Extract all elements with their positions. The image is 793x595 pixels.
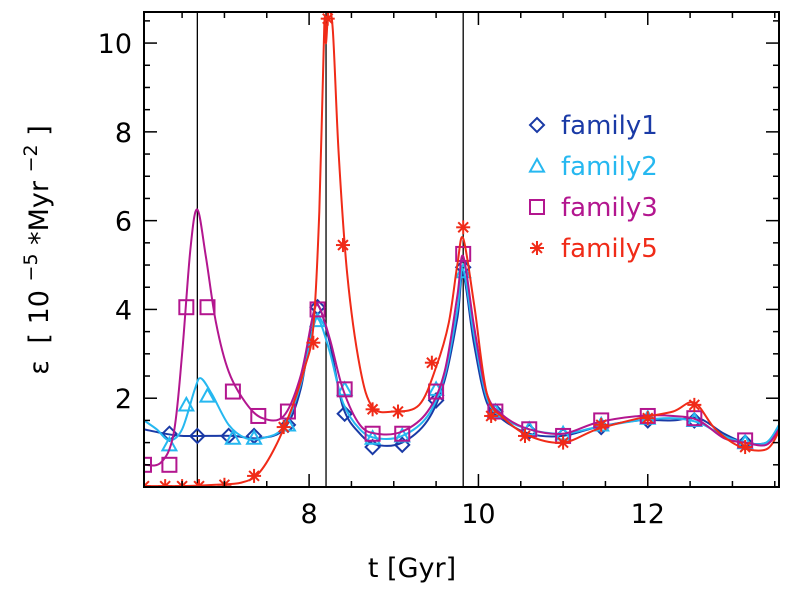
data-point-family5: [365, 402, 380, 417]
data-point-family5: [687, 397, 702, 412]
y-axis-symbol: ε: [24, 360, 55, 375]
data-point-family5: [424, 355, 439, 370]
y-tick-label: 4: [115, 295, 132, 326]
data-point-family1: [364, 438, 382, 456]
x-tick-label: 12: [631, 499, 665, 530]
y-tick-label: 10: [98, 29, 132, 60]
series-line-family3: [144, 208, 779, 467]
data-point-family5: [518, 428, 532, 443]
data-point-family3: [455, 245, 472, 262]
y-tick-label: 2: [115, 384, 132, 415]
data-point-family5: [391, 404, 405, 419]
y-axis-bracket-open: [: [24, 333, 55, 344]
legend-marker-family3: [529, 199, 545, 215]
x-axis-title: t [Gyr]: [368, 553, 456, 584]
data-point-family3: [309, 301, 326, 318]
data-point-family5: [456, 220, 471, 235]
legend-label-family5: family5: [561, 234, 658, 264]
data-point-family5: [484, 408, 499, 423]
y-axis-exponent: −5: [20, 253, 42, 281]
x-tick-labels: 8 10 12: [301, 499, 665, 530]
data-point-family5: [306, 335, 321, 350]
vertical-reference-lines: [196, 12, 464, 487]
legend-label-family3: family3: [561, 193, 658, 223]
series-line-family5: [144, 12, 779, 487]
data-point-family5: [738, 440, 753, 455]
series-family5: [144, 12, 779, 487]
data-point-family5: [335, 238, 350, 253]
data-point-family3: [250, 407, 267, 424]
legend-label-family1: family1: [561, 111, 658, 141]
data-point-family5: [276, 420, 291, 435]
data-point-family2: [198, 386, 217, 403]
x-tick-label: 10: [461, 499, 495, 530]
series-family2: [144, 262, 779, 452]
data-point-family2: [363, 429, 382, 445]
data-point-family3: [144, 456, 152, 473]
y-tick-label: 8: [115, 118, 132, 149]
data-point-family5: [640, 411, 655, 426]
data-point-family3: [178, 299, 195, 316]
data-point-family3: [199, 299, 216, 316]
x-tick-label: 8: [301, 499, 318, 530]
data-point-family3: [336, 381, 353, 398]
data-point-family3: [161, 456, 178, 473]
legend-marker-family1: [528, 116, 546, 134]
data-point-family3: [224, 383, 241, 400]
data-point-family5: [247, 468, 262, 483]
series-family1: [144, 258, 779, 456]
data-point-family2: [245, 429, 263, 445]
data-point-family5: [556, 435, 571, 450]
legend-marker-family5: [530, 241, 544, 255]
legend: family1 family2 family3 family5: [528, 111, 658, 264]
y-axis-base: 10: [24, 290, 55, 324]
legend-label-family2: family2: [561, 152, 658, 182]
axis-ticks: [144, 12, 779, 487]
data-point-family3: [487, 403, 504, 420]
y-tick-label: 6: [115, 207, 132, 238]
legend-marker-family2: [528, 156, 546, 173]
y-axis-title: ε [ 10 −5 *Myr −2 ]: [13, 125, 55, 375]
data-point-family3: [394, 425, 411, 442]
y-tick-labels: 2 4 6 8 10: [98, 29, 132, 415]
data-point-family1: [188, 427, 206, 445]
y-axis-unit-exponent: −2: [20, 144, 42, 172]
data-point-family3: [428, 383, 445, 400]
data-point-family3: [364, 425, 381, 442]
data-point-family2: [224, 429, 242, 445]
data-point-family2: [177, 395, 196, 412]
data-point-family5: [594, 417, 609, 432]
series-layer: [144, 12, 779, 487]
series-family3: [144, 208, 779, 473]
plot-frame: [143, 11, 780, 488]
data-point-family5: [320, 12, 335, 26]
y-axis-bracket-close: ]: [24, 125, 55, 136]
y-axis-unit: *Myr: [24, 180, 55, 245]
data-point-family1: [336, 405, 354, 423]
